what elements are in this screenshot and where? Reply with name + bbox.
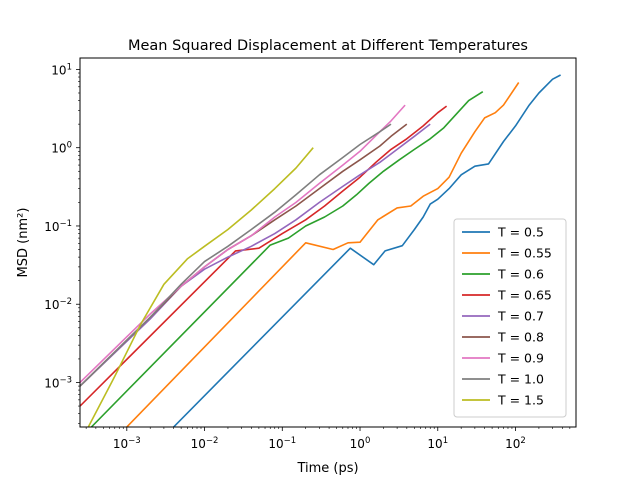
- legend-label-8: T = 1.5: [497, 393, 544, 408]
- axis-ticks: 10−3 10−2 10−1 100 101 102 10−3 10−2 10−1 100 101: [44, 62, 571, 451]
- series-line-0: [173, 74, 561, 427]
- series-line-8: [87, 147, 314, 427]
- plot-frame: [79, 57, 577, 428]
- y-tick-label: 100: [51, 141, 72, 156]
- y-tick-label: 101: [51, 62, 72, 77]
- legend-label-2: T = 0.6: [497, 267, 544, 282]
- y-axis-label: MSD (nm²): [16, 208, 31, 278]
- legend: T = 0.5 T = 0.55 T = 0.6 T = 0.65 T = 0.7 T =…: [453, 218, 567, 418]
- legend-label-1: T = 0.55: [497, 246, 552, 261]
- x-tick-label: 100: [350, 436, 371, 451]
- x-tick-label: 10−1: [268, 436, 296, 451]
- series-group: [80, 74, 561, 427]
- legend-label-0: T = 0.5: [497, 225, 544, 240]
- series-line-2: [90, 91, 484, 427]
- series-line-7: [80, 123, 392, 387]
- x-tick-label: 10−2: [191, 436, 219, 451]
- y-tick-label: 10−1: [44, 219, 72, 234]
- legend-label-4: T = 0.7: [497, 309, 544, 324]
- legend-label-5: T = 0.8: [497, 330, 544, 345]
- x-tick-label: 102: [505, 436, 526, 451]
- legend-label-7: T = 1.0: [497, 372, 544, 387]
- legend-label-6: T = 0.9: [497, 351, 544, 366]
- legend-box: [453, 218, 567, 418]
- series-line-3: [80, 105, 448, 407]
- series-line-1: [126, 82, 520, 427]
- y-tick-label: 10−3: [44, 375, 72, 390]
- series-line-6: [80, 104, 406, 384]
- y-tick-label: 10−2: [44, 297, 72, 312]
- chart-title: Mean Squared Displacement at Different T…: [128, 38, 528, 54]
- x-tick-label: 10−3: [113, 436, 141, 451]
- legend-label-3: T = 0.65: [497, 288, 552, 303]
- x-axis-label: Time (ps): [296, 461, 358, 476]
- x-tick-label: 101: [427, 436, 448, 451]
